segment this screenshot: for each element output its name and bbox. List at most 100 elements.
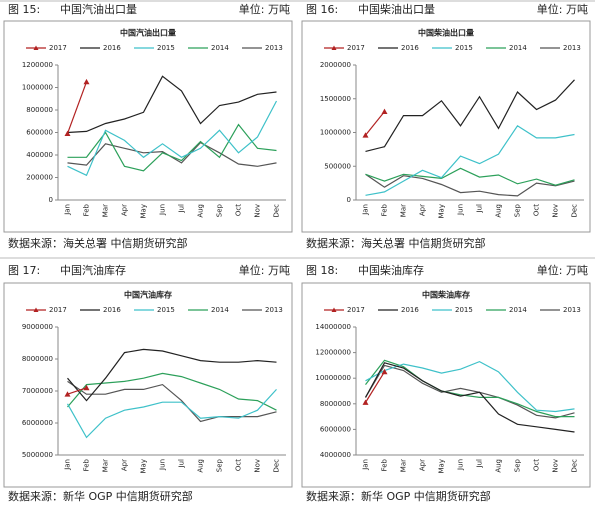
- figure-caption: 中国汽油出口量: [60, 2, 137, 16]
- x-tick-label: Jun: [159, 204, 167, 216]
- figure-source: 数据来源：海关总署 中信期货研究部: [8, 236, 188, 250]
- y-tick-label: 10000000: [315, 374, 351, 382]
- legend-label: 2015: [157, 44, 175, 52]
- figure-unit: 单位: 万吨: [537, 2, 588, 16]
- y-tick-label: 1500000: [320, 95, 351, 103]
- y-tick-label: 14000000: [315, 323, 351, 331]
- chart-box: [3, 282, 293, 488]
- legend-label: 2016: [401, 306, 419, 314]
- x-tick-label: Oct: [533, 204, 541, 216]
- series-line: [364, 371, 386, 403]
- y-tick-label: 4000000: [320, 451, 351, 459]
- series-marker: [381, 108, 388, 114]
- x-tick-label: Apr: [419, 204, 427, 216]
- series-line: [365, 79, 575, 152]
- chart-box: [301, 20, 591, 233]
- legend-label: 2013: [563, 44, 581, 52]
- series-marker: [362, 132, 369, 138]
- y-tick-label: 1000000: [22, 84, 53, 92]
- x-tick-label: May: [438, 204, 446, 218]
- y-tick-label: 800000: [26, 106, 53, 114]
- x-tick-label: Apr: [121, 204, 129, 216]
- legend-marker: [331, 45, 337, 50]
- chart-box: [3, 20, 293, 233]
- y-tick-label: 200000: [26, 174, 53, 182]
- y-tick-label: 2000000: [320, 61, 351, 69]
- legend-label: 2013: [265, 306, 283, 314]
- figure-unit: 单位: 万吨: [537, 263, 588, 277]
- x-tick-label: Feb: [83, 458, 91, 471]
- x-tick-label: Dec: [571, 204, 579, 218]
- x-tick-label: May: [140, 204, 148, 218]
- legend-label: 2013: [265, 44, 283, 52]
- series-line: [364, 362, 575, 433]
- chart-box: [301, 282, 591, 488]
- chart-title: 中国柴油库存: [422, 290, 470, 300]
- x-tick-label: Oct: [235, 204, 243, 216]
- x-tick-label: May: [140, 459, 148, 473]
- legend-label: 2014: [509, 44, 527, 52]
- x-tick-label: Jan: [362, 459, 370, 471]
- y-tick-label: 1200000: [22, 61, 53, 69]
- series-line: [365, 173, 575, 197]
- figure-caption: 中国柴油库存: [358, 263, 424, 277]
- figure-label: 图 17:: [8, 264, 40, 277]
- legend-label: 2013: [563, 306, 581, 314]
- legend-label: 2014: [509, 306, 527, 314]
- legend-marker: [33, 307, 39, 312]
- series-line: [364, 364, 575, 419]
- x-tick-label: Oct: [533, 459, 541, 471]
- figure-caption: 中国柴油出口量: [358, 2, 435, 16]
- legend-marker: [331, 307, 337, 312]
- legend-label: 2017: [347, 306, 365, 314]
- x-tick-label: Sep: [216, 203, 224, 217]
- x-tick-label: May: [438, 459, 446, 473]
- x-tick-label: Apr: [121, 459, 129, 471]
- series-line: [365, 111, 385, 136]
- x-tick-label: Feb: [381, 203, 389, 216]
- y-tick-label: 500000: [324, 162, 351, 170]
- x-tick-label: Aug: [495, 459, 503, 473]
- series-marker: [83, 78, 90, 85]
- series-line: [67, 100, 278, 177]
- x-tick-label: Oct: [235, 459, 243, 471]
- figure-caption: 中国汽油库存: [60, 263, 126, 277]
- x-tick-label: Feb: [83, 203, 91, 216]
- x-tick-label: Dec: [571, 459, 579, 473]
- series-marker: [64, 130, 71, 137]
- legend-label: 2016: [103, 306, 121, 314]
- series-line: [365, 360, 575, 413]
- x-tick-label: Jun: [457, 459, 465, 471]
- legend-marker: [33, 45, 39, 50]
- legend-label: 2017: [347, 44, 365, 52]
- series-line: [67, 372, 277, 411]
- x-tick-label: Jan: [64, 459, 72, 471]
- x-tick-label: Jul: [476, 204, 484, 214]
- y-tick-label: 6000000: [22, 419, 53, 427]
- x-tick-label: Nov: [552, 459, 560, 473]
- series-line: [67, 348, 277, 402]
- y-tick-label: 8000000: [320, 400, 351, 408]
- x-tick-label: Sep: [514, 203, 522, 217]
- x-tick-label: Mar: [102, 204, 110, 217]
- y-tick-label: 6000000: [320, 425, 351, 433]
- figure-source: 数据来源：海关总署 中信期货研究部: [306, 236, 486, 250]
- legend-label: 2016: [401, 44, 419, 52]
- legend-label: 2017: [49, 44, 67, 52]
- y-tick-label: 12000000: [315, 349, 351, 357]
- x-tick-label: Dec: [273, 459, 281, 473]
- series-line: [67, 75, 277, 134]
- x-tick-label: Mar: [102, 459, 110, 472]
- y-tick-label: 5000000: [22, 451, 53, 459]
- y-tick-label: 9000000: [22, 323, 53, 331]
- x-tick-label: Jun: [457, 204, 465, 216]
- x-tick-label: Nov: [254, 204, 262, 218]
- x-tick-label: Sep: [514, 458, 522, 472]
- x-tick-label: Mar: [400, 204, 408, 217]
- x-tick-label: Aug: [495, 204, 503, 218]
- series-line: [66, 388, 277, 439]
- x-tick-label: Jul: [178, 459, 186, 469]
- x-tick-label: Jul: [476, 459, 484, 469]
- x-tick-label: Feb: [381, 458, 389, 471]
- x-tick-label: Aug: [197, 204, 205, 218]
